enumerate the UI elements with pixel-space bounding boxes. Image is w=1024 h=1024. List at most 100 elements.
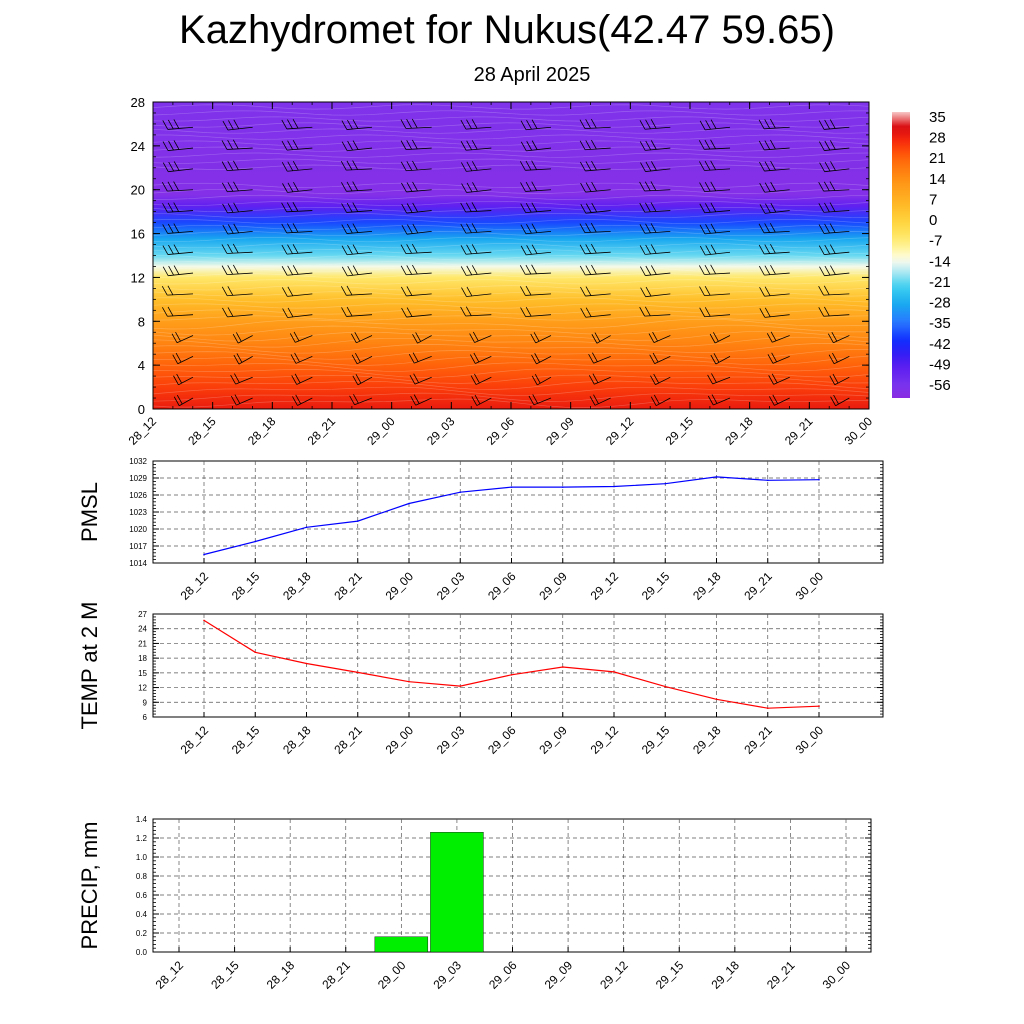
wind-barb: [764, 189, 790, 193]
wind-barb: [704, 210, 731, 214]
x-tick-label: 28_21: [319, 958, 353, 992]
wind-barb: [893, 398, 909, 405]
wind-barb: [287, 314, 313, 318]
wind-barb: [167, 251, 194, 255]
y-tick-label: 24: [138, 625, 147, 634]
wind-barb: [644, 189, 671, 192]
wind-barb: [764, 251, 790, 255]
wind-barb: [357, 376, 373, 386]
wind-barb: [585, 251, 611, 255]
wind-barb: [585, 189, 611, 193]
y-tick-label: 6: [143, 713, 148, 722]
data-point: [203, 619, 205, 622]
wind-barb: [645, 272, 671, 276]
wind-barb: [405, 126, 432, 129]
wind-barb: [176, 335, 194, 344]
y-tick-label: 20: [131, 183, 145, 198]
wind-barb: [526, 147, 552, 152]
wind-barb: [774, 397, 790, 406]
wind-barb: [655, 397, 671, 407]
data-point: [356, 671, 359, 674]
y-tick-label: 1026: [129, 491, 147, 500]
precip-bar: [374, 936, 429, 953]
wind-barb: [227, 210, 253, 214]
y-tick-label: 9: [143, 698, 148, 707]
x-tick-label: 28_21: [331, 723, 365, 757]
wind-barb: [287, 168, 313, 172]
x-tick-label: 29_12: [597, 958, 631, 992]
wind-barb: [525, 293, 552, 296]
wind-barb: [585, 147, 611, 151]
data-point: [818, 705, 820, 708]
wind-barb: [354, 397, 373, 406]
y-tick-label: 0.4: [136, 910, 148, 919]
wind-barb: [227, 293, 253, 297]
wind-barb: [167, 293, 194, 296]
wind-barb: [287, 272, 313, 276]
wind-barb: [584, 126, 611, 130]
data-point: [613, 485, 615, 488]
wind-barb: [168, 168, 194, 173]
wind-barb: [585, 168, 611, 172]
y-tick-label: 1014: [129, 559, 147, 568]
wind-barb: [286, 230, 313, 234]
wind-barb: [406, 210, 432, 214]
wind-barb: [824, 168, 850, 173]
wind-barb: [475, 376, 492, 385]
colorbar-label: 21: [929, 150, 946, 167]
wind-barb: [644, 230, 671, 234]
x-tick-label: 29_21: [764, 958, 798, 992]
colorbar-label: 0: [929, 212, 937, 229]
wind-barb: [287, 189, 313, 193]
wind-barb: [168, 272, 194, 277]
x-tick-label: 29_12: [603, 414, 637, 448]
colorbar-label: -35: [929, 315, 951, 332]
wind-barb: [823, 293, 850, 296]
wind-barb: [346, 126, 373, 130]
wind-barb: [764, 210, 790, 214]
wind-barb: [167, 230, 194, 234]
y-tick-label: 0.2: [136, 929, 148, 938]
wind-barb: [179, 397, 194, 407]
wind-barb: [764, 168, 790, 172]
page-subtitle: 28 April 2025: [473, 64, 591, 86]
pmsl-panel: 1014 1017 1020 1023 1026 1029 1032 28_12 28_15 28…: [77, 457, 884, 603]
x-tick-label: 29_06: [485, 569, 519, 603]
wind-barb: [645, 168, 671, 172]
wind-barb: [653, 335, 671, 343]
x-tick-label: 29_18: [722, 414, 756, 448]
wind-barb: [177, 356, 194, 365]
wind-barb: [466, 168, 492, 172]
wind-barb: [823, 210, 850, 213]
wind-barb: [297, 397, 313, 406]
data-point: [203, 553, 205, 556]
x-tick-label: 29_21: [741, 569, 775, 603]
x-tick-label: 29_00: [364, 414, 398, 448]
x-tick-label: 29_00: [383, 723, 417, 757]
x-tick-label: 29_21: [741, 723, 775, 757]
colorbar-label: -7: [929, 233, 942, 250]
wind-barb: [704, 230, 731, 235]
data-point: [254, 540, 257, 543]
wind-barb: [535, 335, 552, 344]
y-tick-label: 1.4: [136, 815, 148, 824]
wind-barb: [824, 251, 850, 255]
wind-barb: [525, 126, 552, 131]
wind-barb: [167, 210, 194, 213]
wind-barb: [286, 210, 313, 213]
wind-barb: [525, 168, 552, 171]
page-title: Kazhydromet for Nukus(42.47 59.65): [179, 8, 835, 52]
wind-barb: [227, 314, 253, 318]
wind-barb: [406, 189, 432, 193]
x-tick-label: 28_18: [280, 723, 314, 757]
wind-barb: [645, 147, 671, 151]
wind-barb: [414, 355, 432, 364]
data-point: [818, 478, 820, 481]
wind-barb: [226, 251, 253, 254]
wind-barb: [465, 251, 492, 255]
wind-barb: [704, 189, 731, 193]
wind-barb: [474, 335, 492, 343]
data-point: [510, 486, 513, 488]
wind-barb: [286, 147, 313, 151]
wind-barb: [346, 293, 373, 296]
